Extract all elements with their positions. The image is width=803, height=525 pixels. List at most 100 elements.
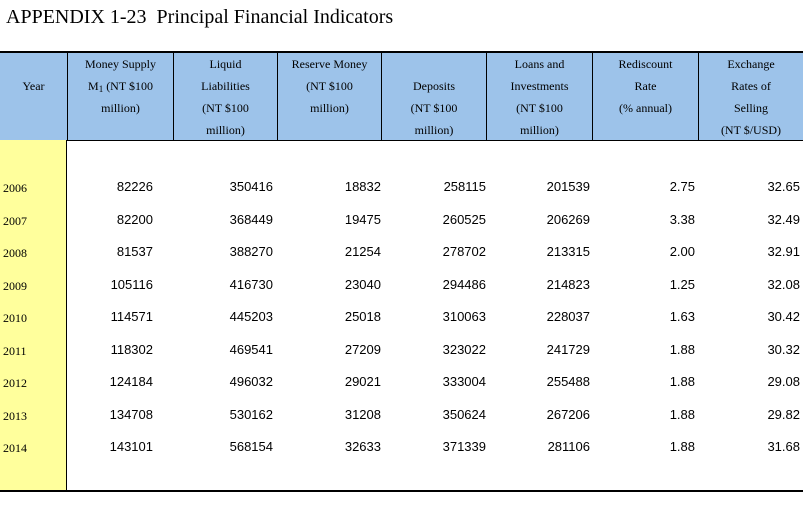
cell-loans-investments: 281106 bbox=[547, 439, 590, 454]
header-line: Reserve Money bbox=[291, 57, 368, 71]
header-line: Deposits bbox=[413, 79, 455, 93]
header-line: Money Supply bbox=[84, 57, 156, 71]
cell-rediscount-rate: 1.88 bbox=[669, 439, 695, 454]
cell-exchange-rate: 31.68 bbox=[767, 439, 800, 454]
header-line: million) bbox=[520, 123, 559, 137]
cell-deposits: 294486 bbox=[442, 276, 486, 292]
cell-year: 2006 bbox=[3, 181, 27, 195]
cell-rediscount-rate: 3.38 bbox=[669, 211, 695, 227]
bottom-rule bbox=[0, 490, 803, 492]
cell-loans-investments: 206269 bbox=[546, 211, 590, 227]
table-header: Year Money Supply M1 (NT $100 million) L… bbox=[0, 53, 803, 140]
cell-year: 2011 bbox=[3, 343, 27, 358]
cell-deposits: 333004 bbox=[442, 374, 486, 389]
table-row: 2006 82226 350416 18832 258115 201539 2.… bbox=[0, 175, 803, 208]
cell-money-supply: 82226 bbox=[116, 179, 153, 194]
header-line: million) bbox=[101, 101, 140, 115]
cell-exchange-rate: 30.42 bbox=[767, 309, 800, 324]
cell-deposits: 260525 bbox=[442, 211, 486, 227]
header-line: (NT $/USD) bbox=[720, 123, 782, 137]
cell-reserve-money: 21254 bbox=[344, 244, 381, 259]
table-row: 2012 124184 496032 29021 333004 255488 1… bbox=[0, 370, 803, 403]
header-m1-subscript: 1 bbox=[98, 84, 104, 94]
header-rediscount-rate: Rediscount Rate (% annual) bbox=[593, 53, 699, 140]
header-year: Year bbox=[0, 53, 68, 140]
header-m1-suffix: (NT $100 bbox=[103, 79, 153, 93]
cell-year: 2010 bbox=[3, 311, 27, 325]
cell-liquid-liabilities: 568154 bbox=[229, 439, 273, 454]
cell-liquid-liabilities: 388270 bbox=[229, 244, 273, 259]
table-row: 2007 82200 368449 19475 260525 206269 3.… bbox=[0, 208, 803, 241]
cell-liquid-liabilities: 496032 bbox=[229, 374, 273, 389]
table-row: 2010 114571 445203 25018 310063 228037 1… bbox=[0, 305, 803, 338]
header-reserve-money: Reserve Money (NT $100 million) bbox=[278, 53, 382, 140]
header-line: (NT $100 bbox=[516, 101, 563, 115]
cell-money-supply: 124184 bbox=[109, 374, 153, 389]
cell-liquid-liabilities: 368449 bbox=[229, 211, 273, 227]
cell-reserve-money: 25018 bbox=[344, 309, 381, 324]
header-line: Selling bbox=[733, 101, 768, 115]
cell-deposits: 310063 bbox=[442, 309, 486, 324]
cell-exchange-rate: 29.82 bbox=[767, 406, 800, 422]
header-line: million) bbox=[310, 101, 349, 115]
header-line bbox=[0, 53, 67, 75]
header-line: Rediscount bbox=[618, 57, 673, 71]
cell-rediscount-rate: 1.63 bbox=[669, 309, 695, 324]
cell-money-supply: 134708 bbox=[109, 406, 153, 422]
cell-exchange-rate: 32.08 bbox=[767, 276, 800, 292]
header-loans-investments: Loans and Investments (NT $100 million) bbox=[487, 53, 593, 140]
cell-exchange-rate: 32.91 bbox=[767, 244, 800, 259]
cell-liquid-liabilities: 469541 bbox=[229, 341, 273, 357]
cell-exchange-rate: 29.08 bbox=[767, 374, 800, 389]
cell-money-supply: 143101 bbox=[109, 439, 153, 454]
cell-loans-investments: 214823 bbox=[546, 276, 590, 292]
cell-deposits: 323022 bbox=[442, 341, 486, 357]
cell-reserve-money: 18832 bbox=[344, 179, 381, 194]
header-line: Rate bbox=[634, 79, 657, 93]
cell-rediscount-rate: 1.88 bbox=[669, 341, 695, 357]
header-line: Year bbox=[22, 79, 45, 93]
cell-loans-investments: 255488 bbox=[546, 374, 590, 389]
table-row: 2009 105116 416730 23040 294486 214823 1… bbox=[0, 273, 803, 306]
cell-loans-investments: 213315 bbox=[546, 244, 590, 259]
table-row: 2008 81537 388270 21254 278702 213315 2.… bbox=[0, 240, 803, 273]
header-line: million) bbox=[206, 123, 245, 137]
cell-rediscount-rate: 2.75 bbox=[669, 179, 695, 194]
cell-reserve-money: 19475 bbox=[344, 211, 381, 227]
cell-liquid-liabilities: 350416 bbox=[229, 179, 273, 194]
header-line: Liabilities bbox=[201, 79, 250, 93]
cell-reserve-money: 32633 bbox=[344, 439, 381, 454]
cell-year: 2014 bbox=[3, 441, 27, 455]
cell-exchange-rate: 30.32 bbox=[767, 341, 800, 357]
cell-rediscount-rate: 1.25 bbox=[669, 276, 695, 292]
cell-money-supply: 114571 bbox=[110, 309, 153, 324]
header-money-supply: Money Supply M1 (NT $100 million) bbox=[68, 53, 174, 140]
cell-loans-investments: 228037 bbox=[546, 309, 590, 324]
cell-deposits: 278702 bbox=[442, 244, 486, 259]
cell-loans-investments: 267206 bbox=[546, 406, 590, 422]
cell-reserve-money: 29021 bbox=[344, 374, 381, 389]
top-rule bbox=[0, 51, 803, 53]
header-line bbox=[382, 53, 486, 75]
cell-rediscount-rate: 1.88 bbox=[669, 406, 695, 422]
header-line: Investments bbox=[510, 79, 569, 93]
header-bottom-rule bbox=[0, 140, 803, 141]
table-body: 2006 82226 350416 18832 258115 201539 2.… bbox=[0, 175, 803, 468]
cell-year: 2009 bbox=[3, 278, 27, 293]
cell-year: 2013 bbox=[3, 408, 27, 423]
cell-reserve-money: 27209 bbox=[344, 341, 381, 357]
cell-reserve-money: 23040 bbox=[344, 276, 381, 292]
cell-liquid-liabilities: 445203 bbox=[229, 309, 273, 324]
cell-money-supply: 105116 bbox=[110, 276, 153, 292]
cell-exchange-rate: 32.65 bbox=[767, 179, 800, 194]
cell-liquid-liabilities: 530162 bbox=[229, 406, 273, 422]
header-line: M1 (NT $100 bbox=[68, 75, 173, 97]
header-deposits: Deposits (NT $100 million) bbox=[382, 53, 487, 140]
table-row: 2014 143101 568154 32633 371339 281106 1… bbox=[0, 435, 803, 468]
cell-deposits: 350624 bbox=[442, 406, 486, 422]
header-m1-prefix: M bbox=[88, 79, 99, 93]
header-line: (NT $100 bbox=[306, 79, 353, 93]
cell-loans-investments: 201539 bbox=[546, 179, 590, 194]
cell-deposits: 371339 bbox=[442, 439, 486, 454]
cell-money-supply: 82200 bbox=[116, 211, 153, 227]
